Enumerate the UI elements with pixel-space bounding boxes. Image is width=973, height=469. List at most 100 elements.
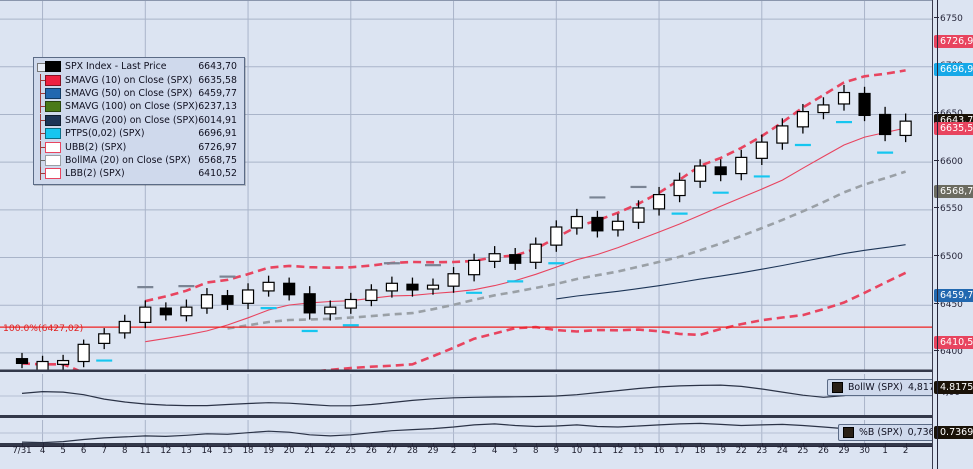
bollw-legend[interactable]: BollW (SPX) 4,8175 <box>827 379 948 396</box>
price-tag-arrow <box>934 113 939 126</box>
price-axis-tick: 6400 <box>933 347 973 358</box>
sub-panel-value-tag[interactable]: 0.7369 <box>934 426 973 439</box>
legend-row[interactable]: SMAVG (100) on Close (SPX) 6237,13 <box>36 100 241 114</box>
date-tick-label: 8 <box>533 446 539 456</box>
date-tick-mark <box>741 443 743 446</box>
date-tick-mark <box>556 443 558 446</box>
bollw-color-swatch <box>832 382 843 393</box>
legend-row[interactable]: SPX Index - Last Price 6643,70 <box>36 60 241 73</box>
legend-color-swatch <box>45 87 61 99</box>
percent-b-panel[interactable] <box>0 420 932 446</box>
date-tick-label: 25 <box>797 446 809 456</box>
legend-series-value: 6643,70 <box>198 61 237 73</box>
date-tick-mark <box>782 443 784 446</box>
legend-row[interactable]: SMAVG (10) on Close (SPX) 6635,58 <box>36 73 241 87</box>
legend-row[interactable]: PTPS(0,02) (SPX) 6696,91 <box>36 127 241 141</box>
date-tick-label: 26 <box>817 446 829 456</box>
date-tick-mark <box>802 443 804 446</box>
legend-series-value: 6568,75 <box>198 154 237 166</box>
price-axis-tick: 6750 <box>933 14 973 25</box>
date-tick-mark <box>597 443 599 446</box>
main-price-panel[interactable] <box>0 0 932 372</box>
price-axis-line <box>937 0 938 469</box>
date-tick-mark <box>617 443 619 446</box>
date-tick-mark <box>844 443 845 446</box>
percent-b-legend[interactable]: %B (SPX) 0,7369 <box>838 424 948 441</box>
percent-b-plot <box>0 420 932 446</box>
date-tick-mark <box>864 443 866 446</box>
bollw-panel[interactable] <box>0 374 932 418</box>
legend-row[interactable]: SMAVG (200) on Close (SPX) 6014,91 <box>36 113 241 127</box>
legend-series-value: 6635,58 <box>198 74 237 86</box>
date-tick-label: 27 <box>386 446 398 456</box>
legend-series-value: 6696,91 <box>198 128 237 140</box>
date-tick-mark <box>227 443 229 446</box>
price-tag[interactable]: 6635,58 <box>934 121 973 135</box>
price-axis-tick: 6450 <box>933 300 973 311</box>
date-tick-label: 25 <box>345 446 357 456</box>
legend-series-name: SMAVG (50) on Close (SPX) <box>65 87 193 99</box>
price-tag[interactable]: 6410,52 <box>934 336 973 350</box>
price-tag-arrow <box>934 185 939 198</box>
price-tag[interactable]: 6459,77 <box>934 289 973 303</box>
price-tag[interactable]: 6568,75 <box>934 185 973 199</box>
date-tick-label: 18 <box>242 446 254 456</box>
sub-panel-value-tag[interactable]: 4.8175 <box>934 381 973 394</box>
date-tick-mark <box>494 443 496 446</box>
legend-tree-icon <box>36 100 45 114</box>
date-tick-mark <box>391 443 393 446</box>
legend-series-name: LBB(2) (SPX) <box>65 168 125 180</box>
date-tick-mark <box>638 443 640 446</box>
legend-series-name: SMAVG (200) on Close (SPX) <box>65 114 199 126</box>
legend-row[interactable]: BollMA (20) on Close (SPX) 6568,75 <box>36 153 241 167</box>
legend-series-name: SPX Index - Last Price <box>65 61 167 73</box>
date-tick-label: 4 <box>39 446 46 456</box>
date-tick-mark <box>474 443 476 446</box>
price-tag-arrow <box>934 336 939 349</box>
date-tick-mark <box>535 443 537 446</box>
date-axis-line <box>0 446 932 447</box>
price-tag[interactable]: 6696,91 <box>934 63 973 77</box>
legend-tree-icon <box>36 140 45 154</box>
date-tick-mark <box>679 443 681 446</box>
date-tick-label: 29 <box>427 446 439 456</box>
price-axis-tick: 6550 <box>933 204 973 215</box>
legend-series-value: 6410,52 <box>198 168 237 180</box>
price-tag-arrow <box>934 63 939 76</box>
series-legend[interactable]: SPX Index - Last Price 6643,70 SMAVG (10) … <box>33 57 245 185</box>
percent-b-color-swatch <box>843 427 854 438</box>
date-tick-label: 2 <box>902 446 909 456</box>
date-tick-label: 11 <box>591 446 603 456</box>
legend-row[interactable]: UBB(2) (SPX) 6726,97 <box>36 140 241 154</box>
date-tick-label: 21 <box>304 446 316 456</box>
date-tick-mark <box>145 443 147 446</box>
price-tag-arrow <box>934 121 939 134</box>
date-tick-mark <box>371 443 373 446</box>
price-axis[interactable]: 675067006650660065506500645064004,000,50… <box>932 0 973 469</box>
date-tick-label: 7/31 <box>12 446 32 456</box>
legend-tree-icon <box>36 86 45 100</box>
date-tick-mark <box>186 443 188 446</box>
date-axis[interactable]: 7/31 4 5 6 7 8 11 12 13 14 15 18 19 20 21 22 25 26 27 28 29 2… <box>0 443 932 469</box>
date-tick-label: 24 <box>776 446 788 456</box>
legend-tree-icon <box>36 60 46 73</box>
date-tick-mark <box>83 443 85 446</box>
date-tick-label: 22 <box>735 446 747 456</box>
date-tick-label: 4 <box>491 446 498 456</box>
price-tag-arrow <box>934 289 939 302</box>
date-tick-mark <box>289 443 291 446</box>
date-tick-label: 20 <box>283 446 295 456</box>
date-tick-mark <box>63 443 65 446</box>
date-tick-mark <box>165 443 167 446</box>
legend-series-name: PTPS(0,02) (SPX) <box>65 128 145 140</box>
bollw-value: 4,8175 <box>907 382 941 393</box>
date-tick-mark <box>22 443 23 446</box>
date-tick-mark <box>761 443 763 446</box>
date-tick-mark <box>453 443 455 446</box>
legend-row[interactable]: LBB(2) (SPX) 6410,52 <box>36 167 241 181</box>
fib-100-label: 100.0%(6427,02) <box>3 323 84 334</box>
price-tag[interactable]: 6726,97 <box>934 34 973 48</box>
legend-row[interactable]: SMAVG (50) on Close (SPX) 6459,77 <box>36 86 241 100</box>
legend-color-swatch <box>45 141 61 153</box>
